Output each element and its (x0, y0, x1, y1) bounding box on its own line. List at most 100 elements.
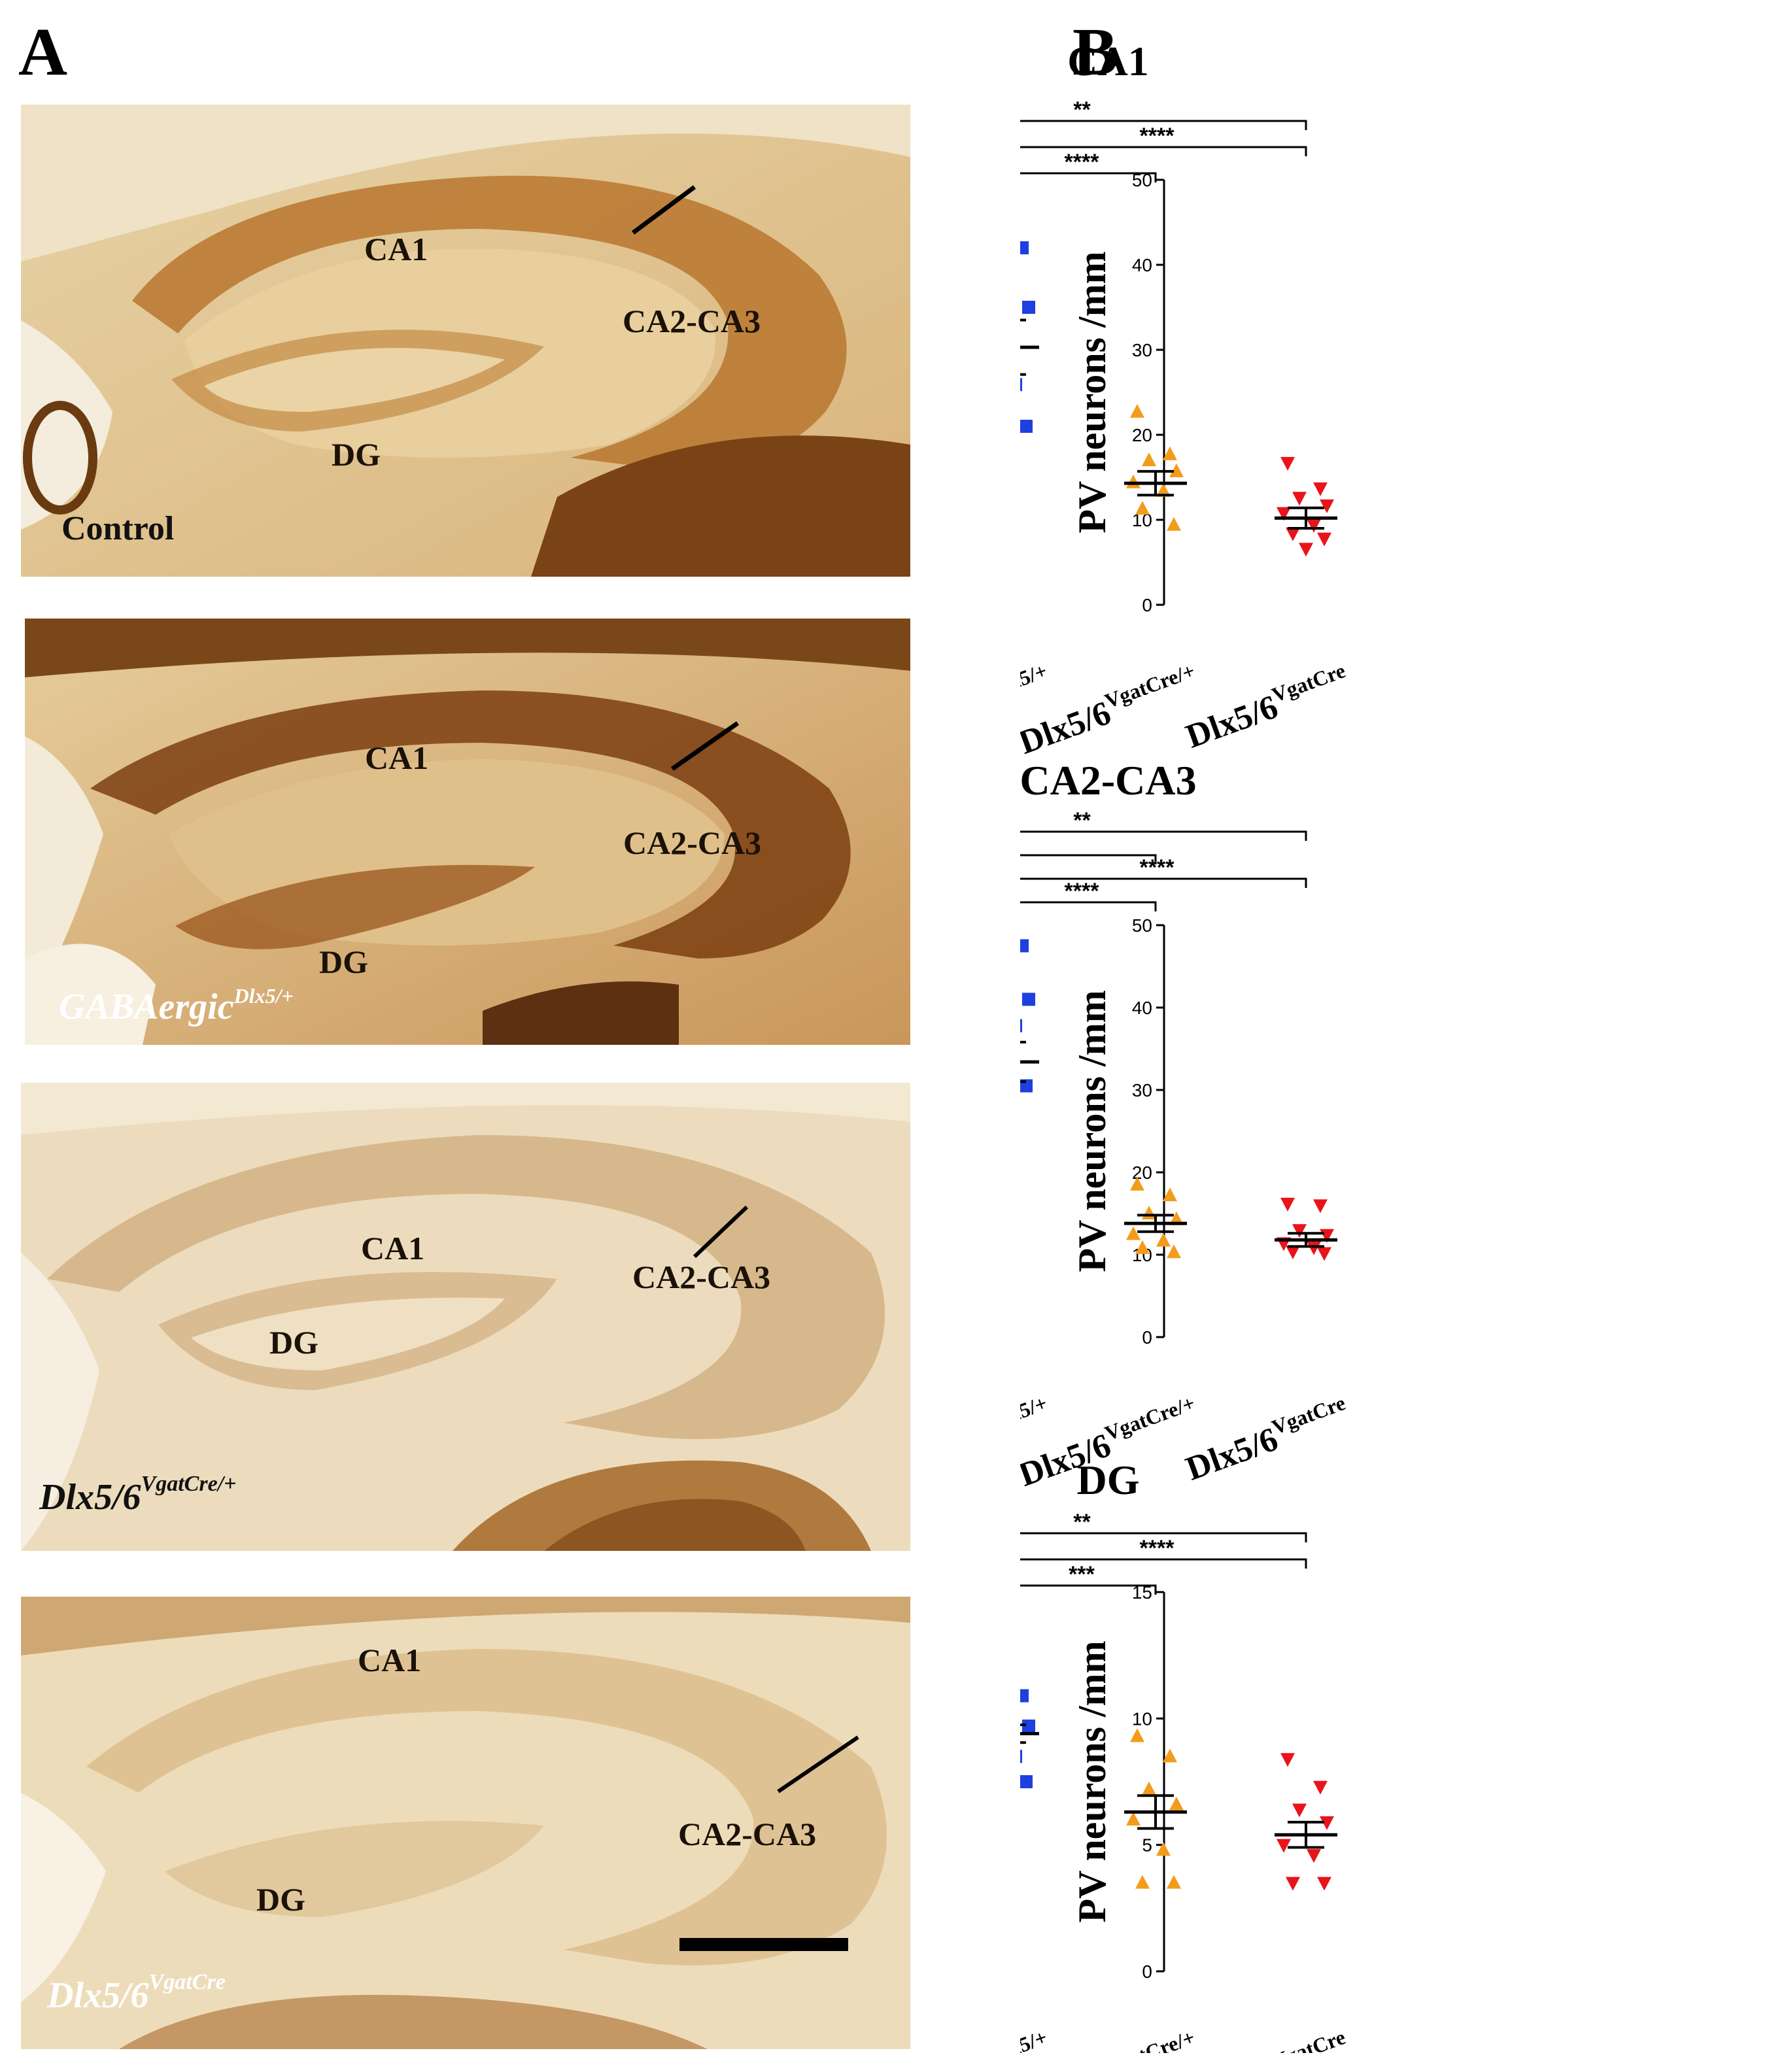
data-point (1277, 1839, 1291, 1853)
y-tick-label: 20 (1132, 425, 1152, 445)
x-category-label: GABAergicDlx5/+ (1020, 2025, 1056, 2053)
x-category-sup: VgatCre (1269, 1391, 1348, 1439)
significance-label: **** (1140, 1536, 1175, 1561)
genotype-label: Dlx5/6VgatCre (46, 1970, 226, 2016)
data-point (1286, 527, 1300, 541)
data-point (1142, 1781, 1156, 1795)
data-point (1020, 1750, 1022, 1763)
significance-label: ** (1073, 97, 1091, 122)
data-point (1020, 1689, 1029, 1703)
label-ca1: CA1 (361, 1230, 424, 1266)
label-ca2-ca3: CA2-CA3 (623, 824, 761, 861)
significance-label: **** (1065, 879, 1100, 904)
data-point (1320, 499, 1334, 513)
significance-bracket (1020, 1584, 1157, 1595)
data-point (1280, 1753, 1295, 1767)
y-tick-label: 30 (1132, 340, 1152, 360)
x-category-sup: Dlx5/+ (1020, 1391, 1050, 1433)
x-category-label: Dlx5/6VgatCre (1180, 1391, 1354, 1488)
label-ca1: CA1 (358, 1642, 421, 1678)
chart-title: DG (1077, 1457, 1140, 1503)
micrograph-gabaergic: CA1 CA2-CA3 DG GABAergicDlx5/+ (25, 619, 910, 1045)
x-category-sup: VgatCre (1269, 658, 1348, 707)
data-point (1169, 463, 1184, 477)
y-tick-label: 0 (1142, 595, 1152, 615)
micrograph-control: CA1 CA2-CA3 DG Control (21, 105, 910, 577)
y-tick-label: 10 (1132, 1708, 1152, 1729)
data-point (1292, 492, 1307, 506)
significance-bracket (1020, 172, 1157, 182)
data-point (1156, 1842, 1171, 1856)
genotype-label: GABAergicDlx5/+ (59, 984, 294, 1027)
data-point (1020, 1775, 1033, 1788)
significance-bracket (1020, 146, 1307, 156)
data-point (1126, 474, 1141, 488)
y-axis-label: PV neurons /mm (1071, 1640, 1114, 1922)
significance-label: ** (1073, 1510, 1091, 1535)
chart-title: CA1 (1067, 38, 1148, 84)
y-tick-label: 20 (1132, 1163, 1152, 1183)
data-point (1142, 1206, 1156, 1219)
significance-bracket (1020, 1558, 1307, 1569)
panel-a-letter: A (18, 14, 68, 90)
data-point (1130, 403, 1144, 418)
data-point (1169, 1796, 1184, 1810)
x-category-sup: VgatCre/+ (1101, 2025, 1197, 2053)
y-axis-label: PV neurons /mm (1071, 990, 1114, 1272)
data-point (1163, 1748, 1177, 1763)
x-category-label: Dlx5/6VgatCre/+ (1020, 2025, 1204, 2053)
data-point (1020, 1019, 1022, 1032)
data-point (1020, 939, 1029, 953)
x-category-label: Dlx5/6VgatCre (1180, 2025, 1354, 2053)
data-point (1126, 1226, 1141, 1240)
data-point (1307, 1849, 1321, 1863)
data-point (1292, 1224, 1307, 1238)
y-tick-label: 30 (1132, 1080, 1152, 1100)
data-point (1169, 1211, 1184, 1225)
data-point (1022, 1719, 1035, 1733)
data-point (1317, 1877, 1331, 1891)
data-point (1126, 1812, 1141, 1826)
x-category-sup: Dlx5/+ (1020, 2025, 1050, 2053)
data-point (1286, 1245, 1300, 1259)
significance-label: **** (1140, 855, 1175, 880)
data-point (1320, 1816, 1334, 1830)
micrograph-dlx-ko: CA1 CA2-CA3 DG Dlx5/6VgatCre (21, 1597, 910, 2049)
chart-title: CA2-CA3 (1020, 757, 1197, 804)
x-category-name: Dlx5/6 (1181, 688, 1282, 756)
label-ca1: CA1 (365, 739, 428, 776)
y-tick-label: 0 (1142, 1327, 1152, 1348)
x-category-sup: VgatCre (1269, 2025, 1348, 2053)
data-point (1307, 518, 1321, 533)
data-point (1277, 507, 1291, 521)
data-point (1142, 452, 1156, 466)
x-category-sup: VgatCre/+ (1101, 658, 1197, 713)
data-point (1280, 456, 1295, 471)
x-category-sup: Dlx5/+ (1020, 658, 1050, 701)
data-point (1156, 483, 1171, 497)
label-ca2-ca3: CA2-CA3 (678, 1816, 816, 1852)
data-point (1280, 1197, 1295, 1212)
significance-bracket (1020, 854, 1157, 864)
significance-label: **** (1065, 150, 1100, 175)
data-point (1317, 1247, 1331, 1261)
data-point (1286, 1877, 1300, 1891)
data-point (1020, 241, 1029, 254)
x-category-name: Dlx5/6 (1181, 1421, 1282, 1488)
data-point (1163, 1187, 1177, 1202)
significance-bracket (1020, 830, 1307, 841)
data-point (1022, 301, 1035, 314)
data-point (1313, 482, 1328, 496)
data-point (1156, 1232, 1171, 1247)
genotype-label: Dlx5/6VgatCre/+ (39, 1472, 237, 1518)
data-point (1135, 501, 1150, 515)
data-point (1020, 378, 1022, 392)
label-dg: DG (269, 1324, 318, 1361)
data-point (1313, 1199, 1328, 1214)
micrograph-dlx-het: CA1 CA2-CA3 DG Dlx5/6VgatCre/+ (21, 1083, 910, 1551)
y-tick-label: 5 (1142, 1835, 1152, 1856)
data-point (1317, 532, 1331, 547)
data-point (1130, 1728, 1144, 1742)
